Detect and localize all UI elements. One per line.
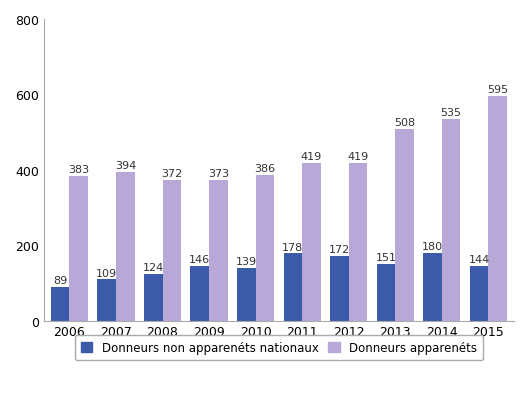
Bar (256, 176, 274, 321)
Bar (349, 163, 367, 321)
Bar (69, 177, 88, 321)
Bar (144, 274, 162, 321)
Text: 394: 394 (115, 161, 136, 171)
Text: 124: 124 (143, 262, 164, 272)
Text: 139: 139 (236, 257, 257, 266)
Text: 508: 508 (394, 118, 415, 128)
Text: 419: 419 (301, 151, 322, 161)
Bar (237, 269, 256, 321)
Text: 535: 535 (441, 108, 462, 118)
Bar (190, 266, 209, 321)
Text: 89: 89 (53, 275, 67, 286)
Text: 178: 178 (282, 242, 304, 252)
Bar (488, 97, 507, 321)
Bar (209, 181, 227, 321)
Bar (51, 287, 69, 321)
Bar (116, 173, 135, 321)
Text: 180: 180 (422, 241, 443, 251)
Text: 383: 383 (68, 165, 89, 175)
Text: 373: 373 (208, 168, 229, 179)
Bar (423, 253, 442, 321)
Text: 151: 151 (376, 252, 397, 262)
Bar (395, 130, 414, 321)
Text: 146: 146 (189, 254, 211, 264)
Bar (330, 256, 349, 321)
Bar (470, 266, 488, 321)
Text: 372: 372 (161, 169, 183, 179)
Legend: Donneurs non apparenéts nationaux, Donneurs apparenéts: Donneurs non apparenéts nationaux, Donne… (75, 335, 484, 360)
Text: 144: 144 (469, 255, 490, 265)
Text: 595: 595 (487, 85, 508, 95)
Text: 109: 109 (96, 268, 117, 278)
Bar (162, 181, 181, 321)
Bar (97, 280, 116, 321)
Text: 419: 419 (348, 151, 369, 161)
Text: 386: 386 (254, 164, 276, 174)
Bar (442, 119, 460, 321)
Bar (377, 264, 395, 321)
Bar (284, 254, 302, 321)
Text: 172: 172 (329, 244, 350, 254)
Bar (302, 163, 321, 321)
